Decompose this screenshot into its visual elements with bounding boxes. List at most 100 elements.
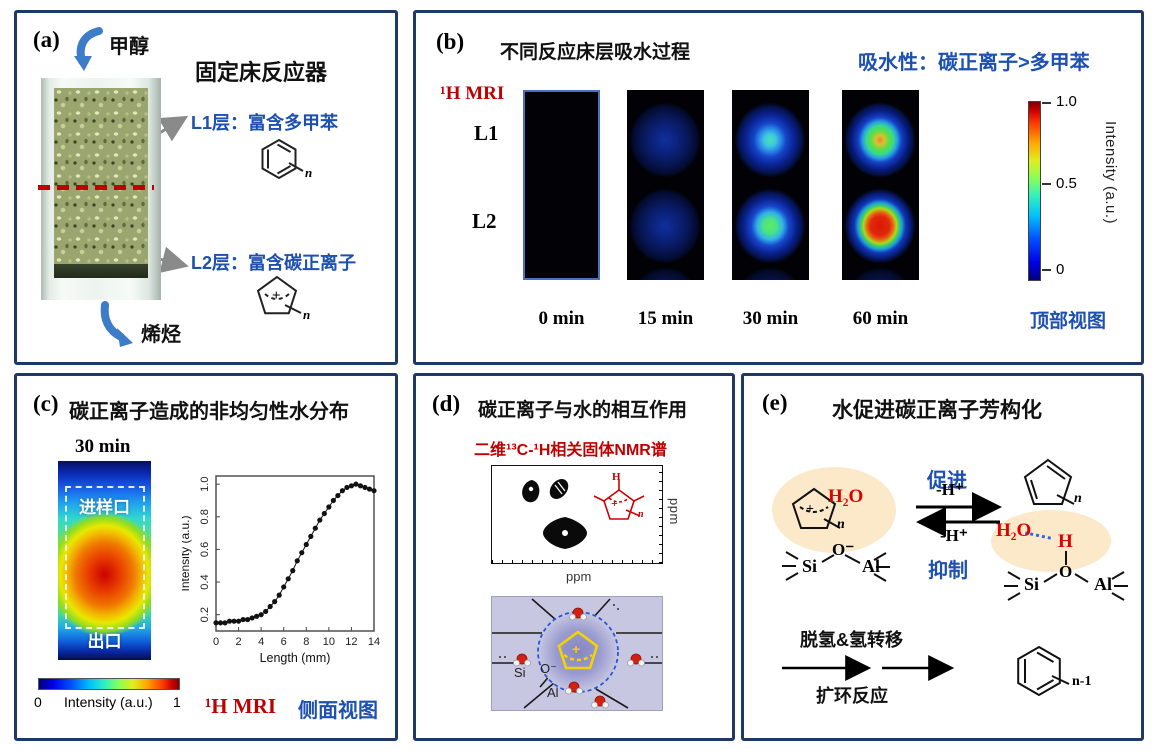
nmr-x-ticks — [492, 560, 662, 564]
mri-l2-spot-60min — [844, 188, 916, 264]
cartoon-si-label: Si — [514, 665, 526, 680]
right-h2o-label: H₂O — [996, 520, 1032, 541]
panel-e-aromatization-scheme: (e) 水促进碳正离子芳构化 — [741, 373, 1144, 741]
horizontal-intensity-colorbar — [38, 678, 180, 690]
heatmap-outlet-label: 出口 — [87, 632, 122, 651]
carbocation-plus-label: + — [272, 288, 281, 304]
svg-text:8: 8 — [303, 636, 309, 648]
panel-d-title: 碳正离子与水的相互作用 — [478, 400, 688, 421]
panel-a-fixed-bed-reactor: (a) 甲醇 — [14, 10, 398, 365]
row-label-l2: L2 — [472, 209, 497, 233]
panel-b-label: (b) — [436, 29, 465, 54]
bed-outline-dashed — [65, 486, 145, 629]
left-n-label: n — [837, 517, 845, 532]
catalyst-bed — [54, 88, 148, 276]
ring-expansion-label: 扩环反应 — [816, 686, 888, 706]
mri-bottom-sliver — [630, 266, 700, 280]
svg-text:4: 4 — [258, 636, 264, 648]
svg-text:2: 2 — [236, 636, 242, 648]
mri-image-60min — [842, 90, 919, 280]
heatmap-inlet-label: 进样口 — [79, 498, 130, 517]
mri-method-label: ¹H MRI — [440, 83, 505, 104]
mri-method-label: ¹H MRI — [205, 694, 277, 718]
solvation-cartoon: Si O⁻ Al + — [491, 596, 663, 711]
benzene-icon — [261, 138, 304, 180]
colorbar-tick-max: 1.0 — [1056, 93, 1077, 110]
svg-text:0.6: 0.6 — [199, 542, 211, 557]
svg-text:Length (mm): Length (mm) — [260, 651, 331, 665]
inhibit-label: 抑制 — [928, 560, 968, 582]
hcolorbar-max: 1 — [173, 694, 181, 710]
side-view-heatmap: 进样口 出口 — [58, 461, 151, 660]
panel-c-title: 碳正离子造成的非均匀性水分布 — [69, 401, 349, 423]
left-o-label: O⁻ — [832, 540, 855, 559]
cartoon-plus-label: + — [572, 641, 581, 657]
panel-a-graphics — [74, 27, 304, 347]
svg-text:12: 12 — [345, 636, 357, 648]
cartoon-o-label: O⁻ — [540, 661, 557, 676]
bed-bottom-band — [54, 264, 148, 278]
panel-e-label: (e) — [762, 390, 788, 415]
panel-c-water-distribution: (c) 碳正离子造成的非均匀性水分布 30 min 进样口 出口 0 Inten… — [14, 373, 398, 741]
nmr-xaxis-label: ppm — [566, 569, 592, 584]
svg-text:Intensity (a.u.): Intensity (a.u.) — [182, 515, 192, 591]
svg-text:14: 14 — [368, 636, 380, 648]
inlet-label: 甲醇 — [109, 36, 149, 58]
dehydrogenation-label: 脱氢&氢转移 — [800, 630, 903, 650]
cation-structure-red — [593, 480, 645, 520]
heatmap-time-label: 30 min — [75, 436, 131, 457]
hcolorbar-min: 0 — [34, 694, 42, 710]
solvation-cartoon-graphics — [492, 598, 662, 709]
carbocation-n-label: n — [303, 307, 311, 322]
colorbar-tick — [1042, 102, 1051, 104]
nmr-structure-n: n — [638, 509, 644, 520]
svg-text:10: 10 — [323, 636, 335, 648]
right-peach-ellipse — [991, 510, 1111, 572]
deprotonation-bottom-label: -H⁺ — [940, 526, 968, 545]
2d-nmr-spectrum — [491, 465, 663, 564]
right-o-label: O — [1059, 562, 1073, 581]
panel-b-annotation: 吸水性：碳正离子>多甲苯 — [858, 52, 1090, 74]
colorbar-tick — [1042, 183, 1051, 185]
intensity-colorbar — [1028, 101, 1041, 281]
colorbar-tick-min: 0 — [1056, 261, 1065, 278]
nmr-y-ticks — [659, 466, 663, 563]
mri-image-15min — [627, 90, 704, 280]
layer-divider-dashed-line — [38, 185, 154, 190]
product-n-label: n-1 — [1072, 674, 1092, 689]
hcolorbar-label: Intensity (a.u.) — [64, 694, 153, 710]
panel-d-carbocation-water-interaction: (d) 碳正离子与水的相互作用 二维¹³C-¹H相关固体NMR谱 — [413, 373, 735, 741]
right-h-label: H — [1058, 531, 1073, 552]
nmr-structure-h: H — [612, 471, 621, 483]
row-label-l1: L1 — [474, 121, 499, 145]
right-si-label: Si — [1024, 574, 1040, 594]
panel-e-title: 水促进碳正离子芳构化 — [832, 399, 1042, 422]
colorbar-axis-label: Intensity (a.u.) — [1102, 121, 1119, 225]
panel-c-label: (c) — [33, 391, 59, 416]
intensity-profile-chart: 0 2 4 6 8 10 12 14 0.2 0.4 0.6 0.8 1.0 Length (mm) Int… — [182, 475, 380, 665]
methanol-arrowhead-icon — [74, 56, 92, 71]
svg-text:0.8: 0.8 — [199, 509, 211, 524]
svg-text:6: 6 — [281, 636, 287, 648]
left-h2o-label: H₂O — [828, 486, 864, 507]
panel-e-graphics — [782, 458, 1128, 697]
layer2-label: L2层：富含碳正离子 — [191, 253, 357, 273]
svg-text:0.4: 0.4 — [199, 574, 211, 589]
nmr-yaxis-label: ppm — [667, 498, 682, 525]
nmr-structure-plus: + — [611, 496, 618, 510]
mri-l2-spot-30min — [734, 188, 806, 264]
svg-text:1.0: 1.0 — [199, 477, 211, 492]
mri-image-30min — [732, 90, 809, 280]
side-view-label: 侧面视图 — [298, 700, 378, 722]
olefin-arrowhead-icon — [117, 328, 133, 347]
mri-bottom-sliver — [845, 266, 915, 280]
panel-d-label: (d) — [432, 391, 461, 416]
svg-text:0: 0 — [213, 636, 219, 648]
panel-b-water-absorption-mri: (b) 不同反应床层吸水过程 吸水性：碳正离子>多甲苯 ¹H MRI L1 L2… — [413, 10, 1144, 365]
mri-l2-spot-15min — [629, 188, 701, 264]
panel-b-title: 不同反应床层吸水过程 — [500, 42, 691, 63]
colorbar-tick-mid: 0.5 — [1056, 175, 1077, 192]
right-al-label: Al — [1094, 574, 1112, 594]
benzene-n-label: n — [305, 165, 313, 180]
time-label-30min: 30 min — [742, 308, 799, 329]
